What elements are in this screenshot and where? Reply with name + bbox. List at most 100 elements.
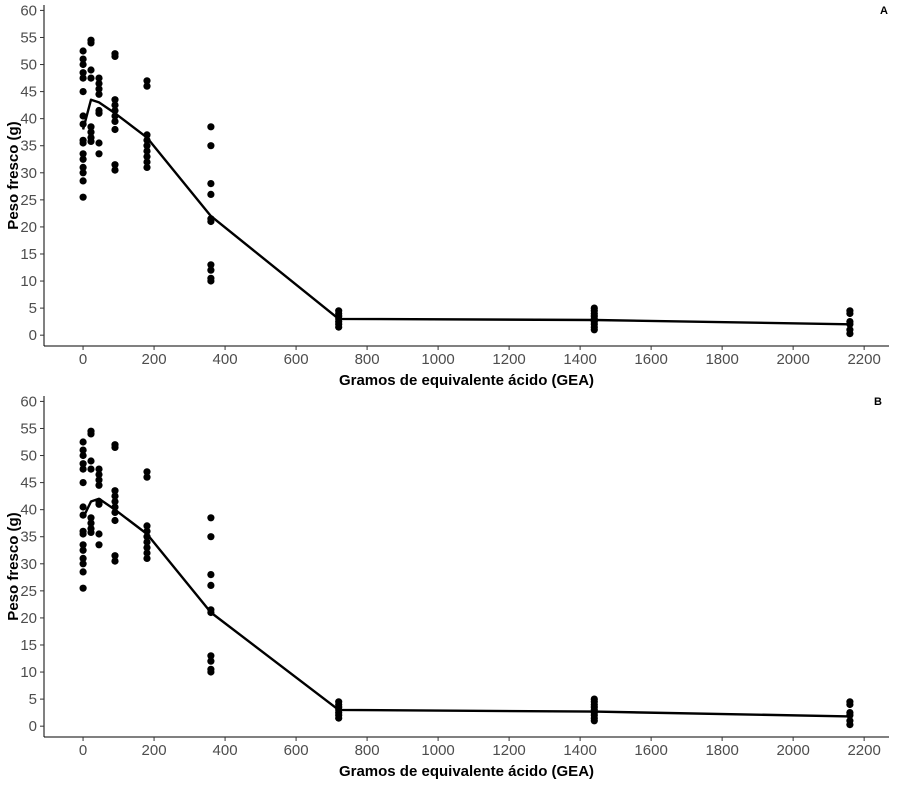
data-point (111, 492, 119, 500)
data-point (111, 557, 119, 565)
x-tick-label: 0 (79, 351, 87, 368)
data-point (207, 571, 215, 579)
y-tick-label: 45 (20, 475, 37, 492)
data-point (95, 90, 103, 98)
data-point (207, 581, 215, 590)
data-point (79, 177, 87, 185)
data-point (846, 698, 854, 706)
data-point (207, 657, 215, 665)
x-tick-label: 1600 (634, 742, 667, 759)
y-tick-label: 0 (29, 327, 37, 344)
data-point (143, 82, 151, 90)
data-point (111, 101, 119, 109)
x-axis-title: Gramos de equivalente ácido (GEA) (339, 763, 594, 780)
y-tick-label: 30 (20, 165, 37, 182)
data-point (79, 438, 87, 446)
fitted-line (82, 497, 850, 718)
y-axis-title: Peso fresco (g) (5, 121, 22, 229)
data-point (207, 142, 215, 150)
y-tick-label: 60 (20, 2, 37, 19)
x-tick-label: 1600 (634, 351, 667, 368)
x-tick-label: 200 (142, 742, 167, 759)
x-tick-label: 1800 (705, 742, 738, 759)
data-point (143, 158, 151, 166)
data-point (143, 549, 151, 557)
data-point (79, 193, 87, 201)
data-point (87, 128, 95, 136)
data-point (95, 74, 103, 82)
data-point (143, 554, 151, 563)
data-point (846, 709, 854, 717)
data-point (207, 274, 215, 282)
data-point (143, 538, 151, 546)
data-point (143, 77, 151, 85)
data-point (79, 460, 87, 468)
data-point (207, 266, 215, 274)
data-point (79, 155, 87, 163)
y-tick-label: 30 (20, 556, 37, 573)
data-point (87, 36, 95, 44)
data-point (79, 69, 87, 77)
y-tick-label: 15 (20, 246, 37, 263)
data-point (95, 79, 103, 88)
data-point (207, 652, 215, 660)
data-point (95, 150, 103, 158)
panel-label: A (880, 5, 888, 17)
data-point (79, 584, 87, 592)
data-point (87, 74, 95, 82)
x-tick-label: 1000 (421, 351, 454, 368)
data-point (79, 541, 87, 549)
data-point (87, 457, 95, 465)
y-axis-title: Peso fresco (g) (5, 512, 22, 620)
y-tick-label: 40 (20, 111, 37, 128)
x-tick-label: 1200 (492, 742, 525, 759)
data-point (207, 180, 215, 188)
data-point (207, 190, 215, 198)
data-point (95, 85, 103, 93)
data-point (87, 525, 95, 533)
data-point (79, 503, 87, 511)
data-point (79, 60, 87, 69)
data-point (87, 134, 95, 142)
data-point (95, 541, 103, 549)
y-tick-label: 55 (20, 420, 37, 437)
y-tick-label: 5 (29, 691, 37, 708)
y-tick-label: 45 (20, 84, 37, 101)
fitted-line (81, 98, 850, 326)
y-tick-label: 50 (20, 57, 37, 74)
data-point (846, 326, 854, 334)
data-point (87, 519, 95, 527)
data-point (79, 465, 87, 473)
x-tick-label: 400 (213, 351, 238, 368)
data-point (79, 74, 87, 82)
x-tick-label: 1400 (563, 742, 596, 759)
data-point (143, 147, 151, 155)
data-point (95, 139, 103, 147)
x-tick-label: 1200 (492, 351, 525, 368)
x-tick-label: 2200 (847, 351, 880, 368)
data-point (79, 55, 87, 63)
x-tick-label: 2000 (776, 742, 809, 759)
data-point (79, 112, 87, 120)
data-point (87, 427, 95, 435)
data-point (87, 465, 95, 473)
data-point (111, 497, 119, 506)
y-tick-label: 35 (20, 529, 37, 546)
data-point (590, 695, 598, 703)
data-point (111, 161, 119, 169)
y-tick-label: 20 (20, 610, 37, 627)
x-tick-label: 1000 (421, 742, 454, 759)
panel-label: B (874, 396, 882, 408)
data-point (79, 163, 87, 171)
data-point (335, 698, 343, 706)
x-tick-label: 1400 (563, 351, 596, 368)
x-axis-title: Gramos de equivalente ácido (GEA) (339, 372, 594, 389)
data-point (79, 560, 87, 568)
data-point (79, 479, 87, 487)
x-tick-label: 400 (213, 742, 238, 759)
data-point (87, 66, 95, 74)
